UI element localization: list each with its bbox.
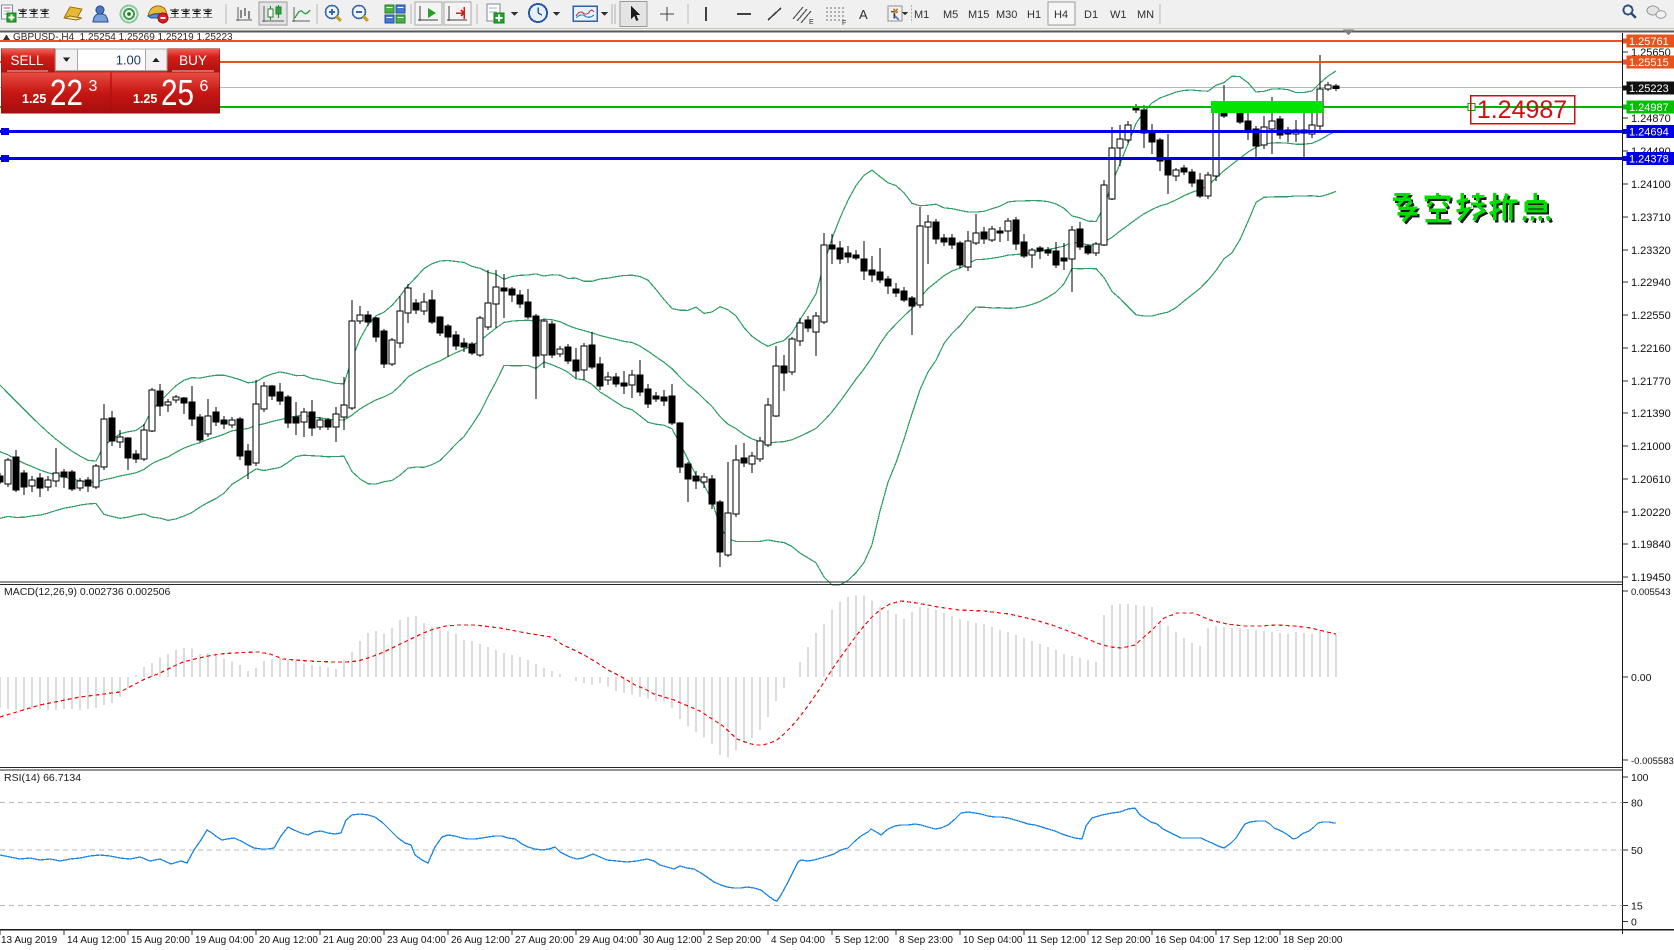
svg-text:1.19450: 1.19450 bbox=[1631, 572, 1671, 584]
svg-text:1.25: 1.25 bbox=[133, 92, 157, 106]
svg-text:15 Aug 20:00: 15 Aug 20:00 bbox=[131, 935, 190, 946]
svg-text:1.25: 1.25 bbox=[22, 92, 46, 106]
svg-text:16 Sep 04:00: 16 Sep 04:00 bbox=[1155, 935, 1215, 946]
svg-text:14 Aug 12:00: 14 Aug 12:00 bbox=[67, 935, 126, 946]
svg-text:1.00: 1.00 bbox=[116, 53, 141, 68]
svg-text:1.24378: 1.24378 bbox=[1629, 154, 1669, 166]
svg-text:20 Aug 12:00: 20 Aug 12:00 bbox=[259, 935, 318, 946]
svg-text:5 Sep 12:00: 5 Sep 12:00 bbox=[835, 935, 889, 946]
svg-text:SELL: SELL bbox=[10, 53, 44, 68]
svg-text:1.25223: 1.25223 bbox=[1629, 83, 1669, 95]
svg-text:E: E bbox=[809, 19, 814, 26]
svg-text:23 Aug 04:00: 23 Aug 04:00 bbox=[387, 935, 446, 946]
svg-text:30 Aug 12:00: 30 Aug 12:00 bbox=[643, 935, 702, 946]
svg-text:BUY: BUY bbox=[179, 53, 207, 68]
svg-text:0: 0 bbox=[1631, 916, 1637, 928]
svg-text:4 Sep 04:00: 4 Sep 04:00 bbox=[771, 935, 825, 946]
svg-text:100: 100 bbox=[1631, 772, 1649, 784]
svg-text:2 Sep 20:00: 2 Sep 20:00 bbox=[707, 935, 761, 946]
svg-text:15: 15 bbox=[1631, 900, 1643, 912]
svg-text:1.25515: 1.25515 bbox=[1629, 57, 1669, 69]
svg-text:1.21000: 1.21000 bbox=[1631, 441, 1671, 453]
svg-text:1.24100: 1.24100 bbox=[1631, 179, 1671, 191]
svg-text:1.24987: 1.24987 bbox=[1477, 96, 1567, 124]
svg-text:1.23710: 1.23710 bbox=[1631, 212, 1671, 224]
svg-text:H4: H4 bbox=[1054, 9, 1068, 21]
svg-text:A: A bbox=[859, 7, 868, 22]
svg-text:MN: MN bbox=[1137, 9, 1154, 21]
svg-text:1.25761: 1.25761 bbox=[1629, 36, 1669, 48]
svg-text:29 Aug 04:00: 29 Aug 04:00 bbox=[579, 935, 638, 946]
svg-text:1.22940: 1.22940 bbox=[1631, 277, 1671, 289]
svg-text:27 Aug 20:00: 27 Aug 20:00 bbox=[515, 935, 574, 946]
svg-text:13 Aug 2019: 13 Aug 2019 bbox=[1, 935, 58, 946]
svg-text:12 Sep 20:00: 12 Sep 20:00 bbox=[1091, 935, 1151, 946]
svg-text:MACD(12,26,9) 0.002736 0.00250: MACD(12,26,9) 0.002736 0.002506 bbox=[4, 586, 171, 598]
svg-text:M15: M15 bbox=[968, 9, 989, 21]
svg-text:17 Sep 12:00: 17 Sep 12:00 bbox=[1219, 935, 1279, 946]
svg-text:25: 25 bbox=[161, 72, 194, 113]
svg-text:T: T bbox=[891, 10, 898, 22]
svg-text:21 Aug 20:00: 21 Aug 20:00 bbox=[323, 935, 382, 946]
svg-text:11 Sep 12:00: 11 Sep 12:00 bbox=[1027, 935, 1086, 946]
svg-text:1.24987: 1.24987 bbox=[1629, 102, 1669, 114]
svg-text:3: 3 bbox=[89, 78, 98, 95]
svg-text:M30: M30 bbox=[996, 9, 1017, 21]
svg-text:80: 80 bbox=[1631, 797, 1643, 809]
svg-text:1.24870: 1.24870 bbox=[1631, 113, 1671, 125]
svg-text:-0.005583: -0.005583 bbox=[1631, 756, 1674, 767]
svg-text:M1: M1 bbox=[914, 9, 929, 21]
svg-text:F: F bbox=[842, 20, 846, 27]
svg-text:26 Aug 12:00: 26 Aug 12:00 bbox=[451, 935, 510, 946]
svg-text:1.22160: 1.22160 bbox=[1631, 343, 1671, 355]
svg-text:D1: D1 bbox=[1084, 9, 1098, 21]
svg-text:50: 50 bbox=[1631, 845, 1643, 857]
svg-text:GBPUSD-,H4 1.25254 1.25269 1.: GBPUSD-,H4 1.25254 1.25269 1.25219 1.252… bbox=[13, 32, 233, 43]
svg-text:10 Sep 04:00: 10 Sep 04:00 bbox=[963, 935, 1023, 946]
svg-text:8 Sep 23:00: 8 Sep 23:00 bbox=[899, 935, 953, 946]
svg-text:1.20220: 1.20220 bbox=[1631, 507, 1671, 519]
svg-text:RSI(14) 66.7134: RSI(14) 66.7134 bbox=[4, 772, 81, 784]
svg-text:1.21770: 1.21770 bbox=[1631, 376, 1671, 388]
svg-text:6: 6 bbox=[200, 78, 209, 95]
svg-text:M5: M5 bbox=[943, 9, 958, 21]
svg-text:18 Sep 20:00: 18 Sep 20:00 bbox=[1283, 935, 1343, 946]
svg-text:0.00: 0.00 bbox=[1631, 672, 1652, 684]
svg-text:H1: H1 bbox=[1027, 9, 1041, 21]
svg-text:0.005543: 0.005543 bbox=[1631, 587, 1671, 598]
svg-text:1.20610: 1.20610 bbox=[1631, 474, 1671, 486]
svg-text:1.21390: 1.21390 bbox=[1631, 408, 1671, 420]
svg-text:19 Aug 04:00: 19 Aug 04:00 bbox=[195, 935, 254, 946]
svg-text:1.19840: 1.19840 bbox=[1631, 539, 1671, 551]
svg-text:1.22550: 1.22550 bbox=[1631, 310, 1671, 322]
svg-text:W1: W1 bbox=[1110, 9, 1127, 21]
svg-text:1.23320: 1.23320 bbox=[1631, 245, 1671, 257]
svg-text:1.24694: 1.24694 bbox=[1629, 127, 1669, 139]
svg-text:22: 22 bbox=[50, 72, 83, 113]
